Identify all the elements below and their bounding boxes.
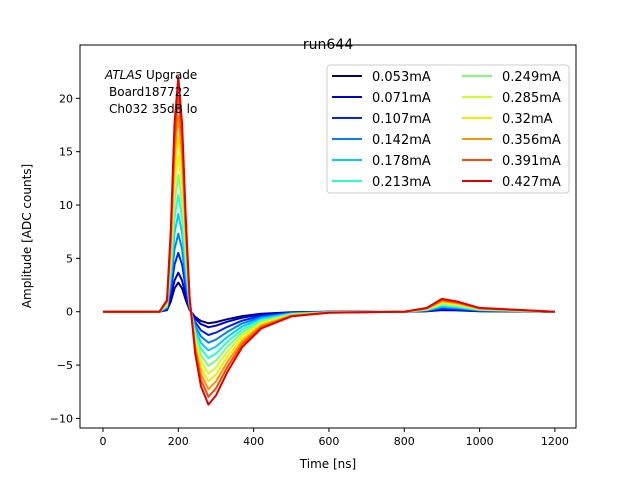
legend-label: 0.391mA bbox=[502, 154, 561, 169]
legend-label: 0.071mA bbox=[372, 91, 431, 106]
chart-title: run644 bbox=[303, 37, 353, 53]
y-tick-label: 20 bbox=[59, 92, 73, 105]
ticks: 0 200 400 600 800 1000 1200 −10 −5 0 5 10 15 20 bbox=[50, 92, 569, 448]
y-tick-label: 0 bbox=[66, 306, 73, 319]
y-tick-label: 10 bbox=[59, 199, 73, 212]
annotation: ATLAS Upgrade Board187722 Ch032 35dB lo bbox=[104, 68, 197, 116]
upgrade-label: Upgrade bbox=[142, 68, 197, 82]
x-tick-label: 1200 bbox=[541, 435, 569, 448]
legend-box bbox=[326, 64, 570, 194]
x-tick-label: 200 bbox=[168, 435, 189, 448]
y-tick-label: 5 bbox=[66, 252, 73, 265]
legend-label: 0.107mA bbox=[372, 112, 431, 127]
series-lines bbox=[103, 76, 555, 406]
y-tick-label: −5 bbox=[57, 359, 73, 372]
x-axis-label: Time [ns] bbox=[299, 457, 356, 471]
legend-label: 0.213mA bbox=[372, 175, 431, 190]
legend-label: 0.178mA bbox=[372, 154, 431, 169]
y-tick-label: 15 bbox=[59, 146, 73, 159]
annotation-line-1: ATLAS Upgrade bbox=[104, 68, 197, 82]
y-tick-label: −10 bbox=[50, 412, 73, 425]
x-tick-label: 800 bbox=[394, 435, 415, 448]
annotation-line-3: Ch032 35dB lo bbox=[109, 102, 197, 116]
x-tick-label: 0 bbox=[99, 435, 106, 448]
x-tick-label: 600 bbox=[318, 435, 339, 448]
y-axis-label: Amplitude [ADC counts] bbox=[20, 164, 34, 308]
legend-label: 0.285mA bbox=[502, 91, 561, 106]
x-tick-label: 1000 bbox=[466, 435, 494, 448]
legend-label: 0.142mA bbox=[372, 133, 431, 148]
atlas-label: ATLAS bbox=[104, 68, 143, 82]
series-line-0.427mA bbox=[103, 76, 555, 406]
legend-label: 0.053mA bbox=[372, 70, 431, 85]
legend-label: 0.249mA bbox=[502, 70, 561, 85]
x-tick-label: 400 bbox=[243, 435, 264, 448]
annotation-line-2: Board187722 bbox=[109, 85, 190, 99]
legend-label: 0.427mA bbox=[502, 175, 561, 190]
legend: 0.053mA 0.071mA 0.107mA 0.142mA 0.178mA 0.213… bbox=[326, 64, 570, 194]
legend-label: 0.356mA bbox=[502, 133, 561, 148]
legend-label: 0.32mA bbox=[502, 112, 553, 127]
axes-frame bbox=[79, 44, 577, 429]
